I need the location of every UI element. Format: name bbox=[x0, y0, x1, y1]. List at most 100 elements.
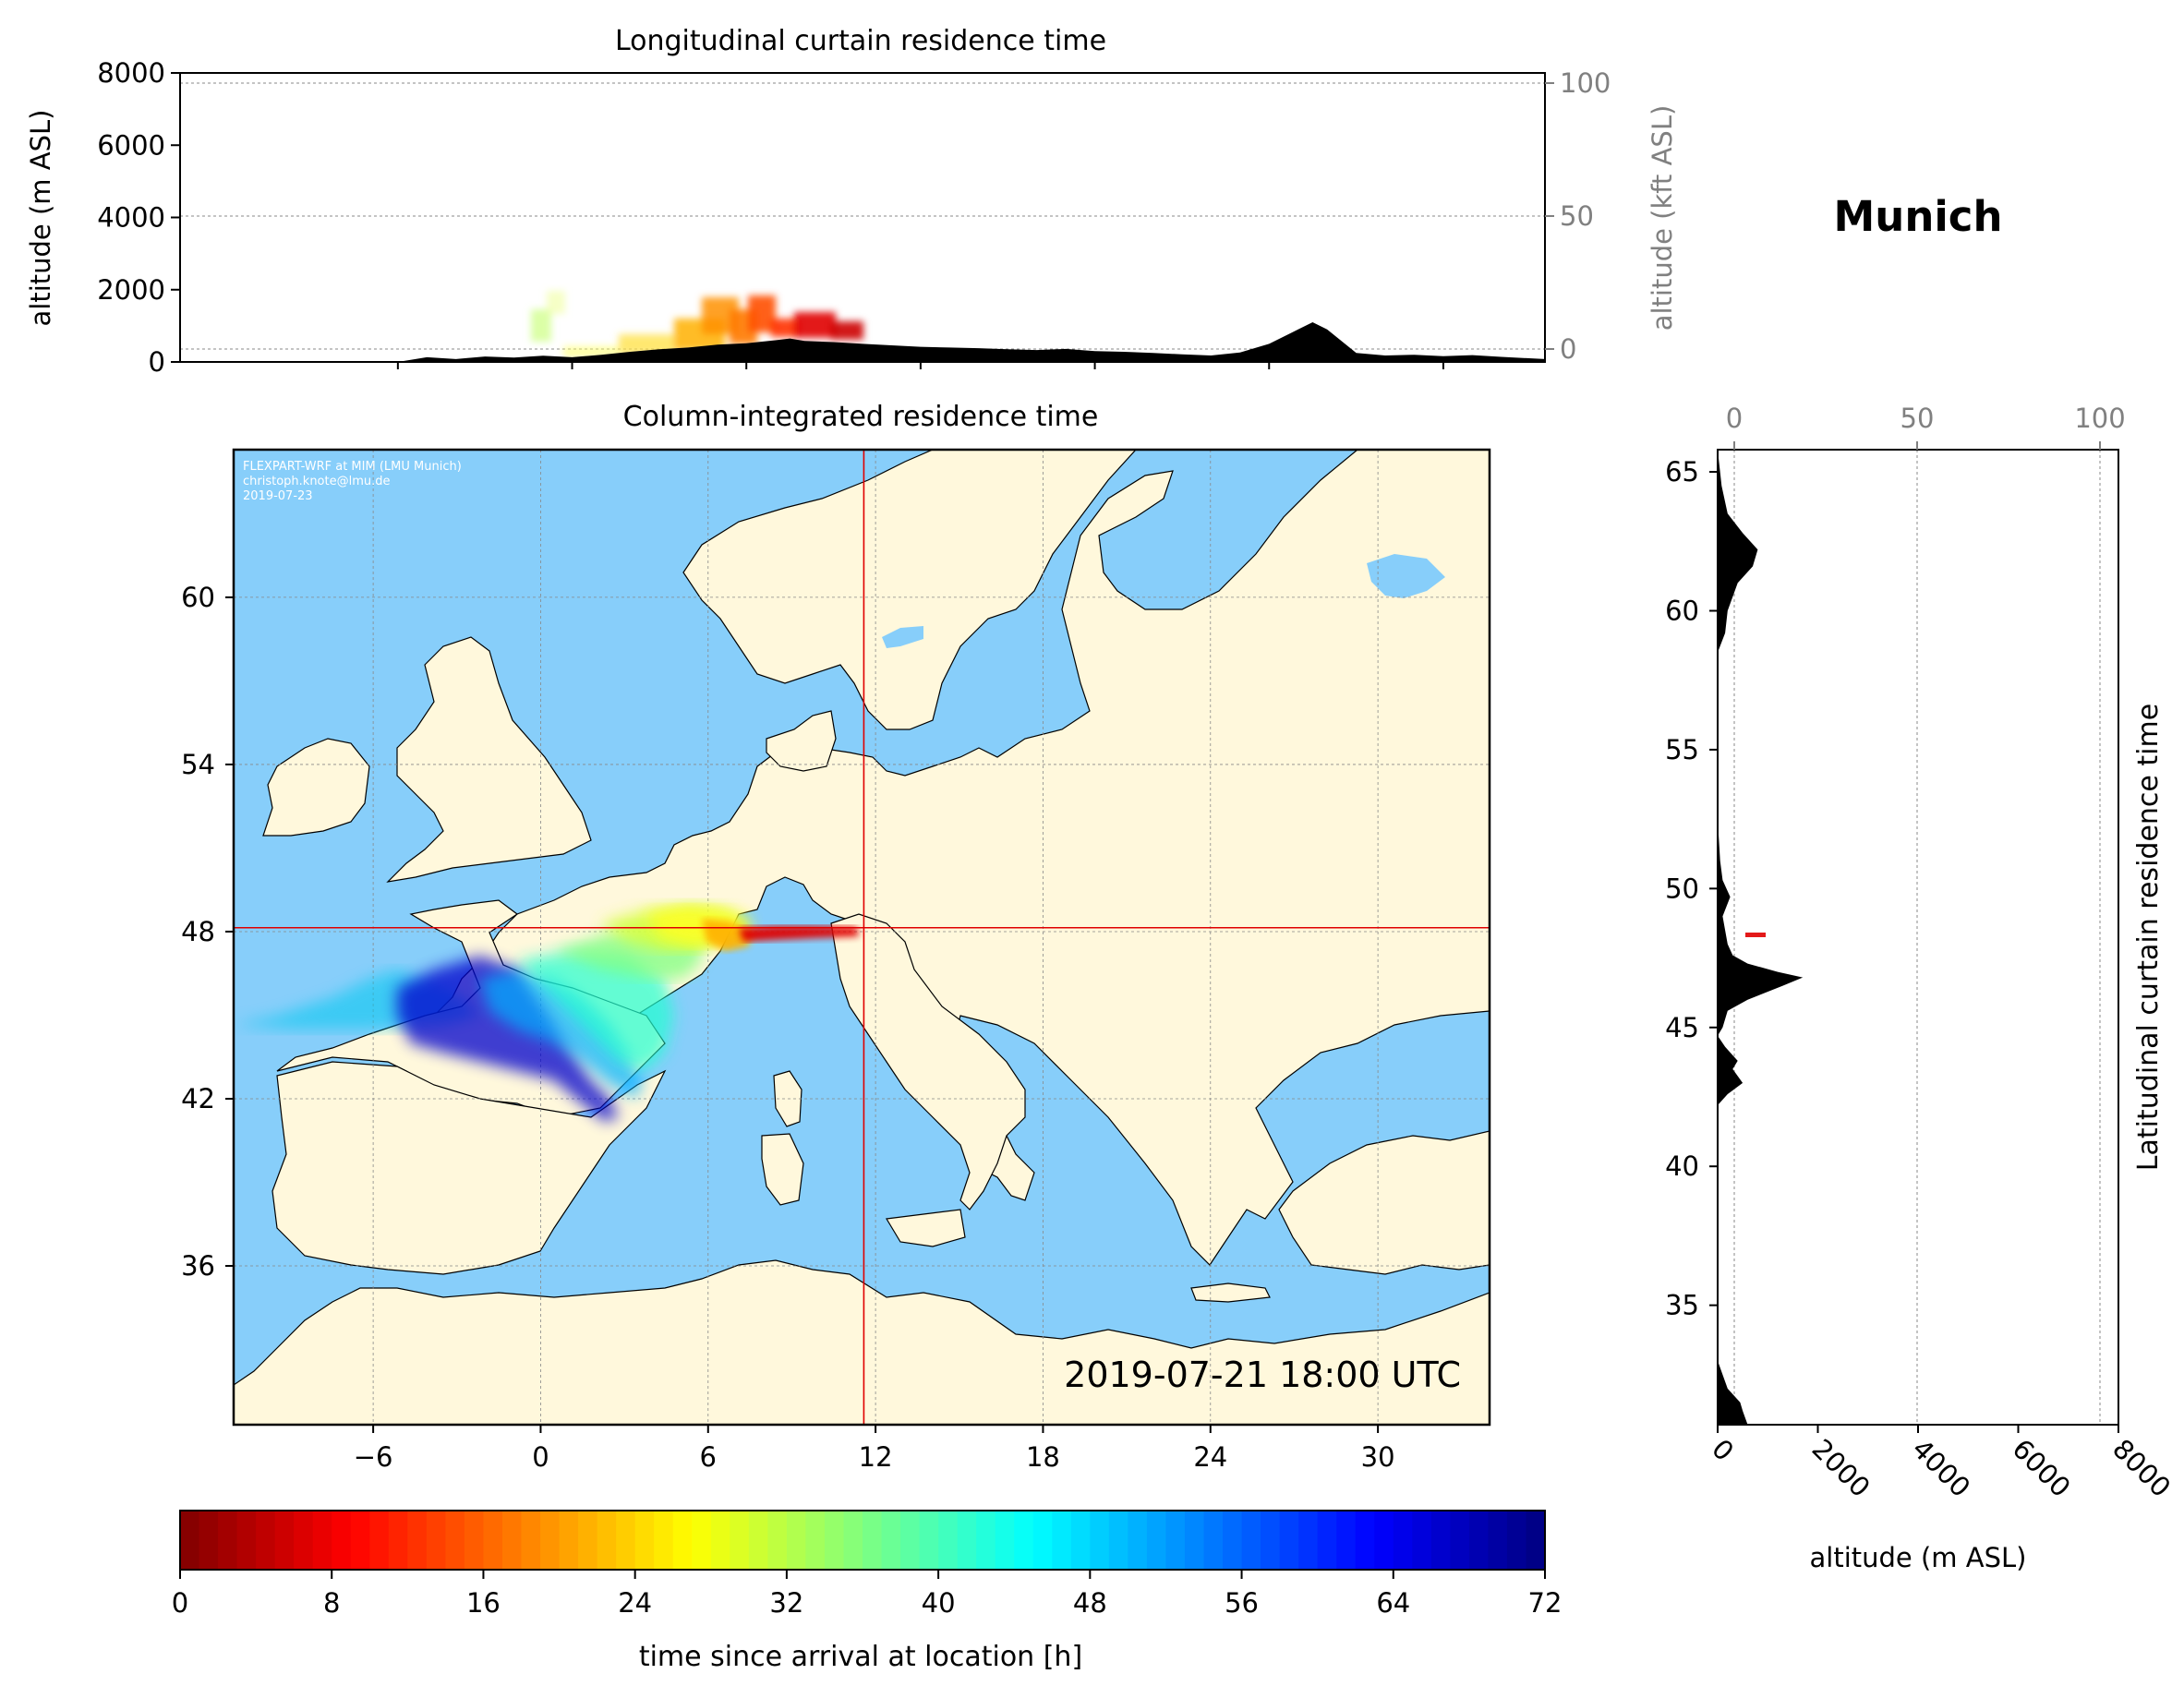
colorbar-segment bbox=[426, 1511, 446, 1570]
colorbar-tick-label: 56 bbox=[1225, 1587, 1259, 1619]
colorbar-segment bbox=[1450, 1511, 1470, 1570]
colorbar-segment bbox=[1468, 1511, 1490, 1570]
top-y2tick-label: 0 bbox=[1560, 333, 1576, 365]
italy bbox=[830, 913, 1026, 1210]
colorbar-segment bbox=[1355, 1511, 1375, 1570]
colorbar-segment bbox=[464, 1511, 485, 1570]
map-xtick-label: 18 bbox=[1026, 1441, 1060, 1473]
colorbar-segment bbox=[976, 1511, 996, 1570]
right-xlabel: altitude (m ASL) bbox=[1810, 1542, 2027, 1573]
colorbar-segment bbox=[236, 1511, 257, 1570]
longitudinal-title: Longitudinal curtain residence time bbox=[615, 25, 1106, 57]
colorbar-segment bbox=[218, 1511, 238, 1570]
colorbar-segment bbox=[1317, 1511, 1337, 1570]
colorbar-label: time since arrival at location [h] bbox=[639, 1641, 1082, 1673]
colorbar-segment bbox=[692, 1511, 712, 1570]
colorbar-segment bbox=[1165, 1511, 1186, 1570]
colorbar-segment bbox=[256, 1511, 276, 1570]
colorbar-segment bbox=[597, 1511, 617, 1570]
right-x2tick-label: 50 bbox=[1900, 403, 1935, 434]
colorbar-segment bbox=[1203, 1511, 1224, 1570]
right-x2tick-label: 0 bbox=[1726, 403, 1743, 434]
colorbar-segment bbox=[369, 1511, 390, 1570]
colorbar-segment bbox=[1032, 1511, 1053, 1570]
colorbar-segment bbox=[521, 1511, 541, 1570]
colorbar-segment bbox=[805, 1511, 826, 1570]
colorbar-segment bbox=[900, 1511, 921, 1570]
colorbar-segment bbox=[388, 1511, 408, 1570]
colorbar-segment bbox=[1393, 1511, 1413, 1570]
top-xticks bbox=[396, 362, 1444, 369]
column-integrated-panel: Column-integrated residence time bbox=[181, 401, 1491, 1473]
map-ytick-label: 54 bbox=[181, 749, 215, 780]
colorbar-segment bbox=[501, 1511, 523, 1570]
lake-vanern bbox=[882, 626, 923, 648]
colorbar-segment bbox=[1336, 1511, 1357, 1570]
colorbar: 0 8 16 24 32 40 48 56 64 72 time since arrival at… bbox=[172, 1510, 1562, 1673]
top-ylabel: altitude (m ASL) bbox=[25, 110, 56, 327]
colorbar-segment bbox=[332, 1511, 352, 1570]
lakes bbox=[882, 554, 1445, 648]
map-ytick-label: 36 bbox=[181, 1250, 215, 1282]
sicily bbox=[886, 1209, 966, 1247]
release-crosshair bbox=[234, 450, 1490, 1425]
colorbar-segment bbox=[1108, 1511, 1128, 1570]
right-xtick-label: 2000 bbox=[1806, 1433, 1876, 1503]
map-watermark: FLEXPART-WRF at MIM (LMU Munich) christo… bbox=[243, 460, 462, 503]
colorbar-segment bbox=[957, 1511, 977, 1570]
colorbar-segment bbox=[881, 1511, 901, 1570]
right-x2tick-label: 100 bbox=[2074, 403, 2125, 434]
scandinavia bbox=[682, 450, 1137, 730]
top-y2label: altitude (kft ASL) bbox=[1647, 105, 1678, 331]
colorbar-segment bbox=[540, 1511, 561, 1570]
colorbar-tick-label: 8 bbox=[323, 1587, 340, 1619]
crete bbox=[1190, 1283, 1271, 1303]
right-xticks: 0 2000 4000 6000 8000 bbox=[1706, 1425, 2177, 1503]
colorbar-frame bbox=[179, 1510, 1546, 1571]
colorbar-segment bbox=[919, 1511, 939, 1570]
colorbar-tick-label: 16 bbox=[466, 1587, 501, 1619]
map-xtick-label: −6 bbox=[354, 1441, 393, 1473]
right-xtick-label: 0 bbox=[1706, 1433, 1740, 1467]
map-gridlines bbox=[234, 450, 1490, 1425]
right-xtick-label: 8000 bbox=[2106, 1433, 2177, 1503]
colorbar-segment bbox=[1526, 1511, 1546, 1570]
map-yticks: 36 42 48 54 60 bbox=[181, 582, 234, 1282]
colorbar-ticks: 0 8 16 24 32 40 48 56 64 72 bbox=[172, 1570, 1562, 1619]
colorbar-segment bbox=[1298, 1511, 1319, 1570]
colorbar-segment bbox=[1374, 1511, 1394, 1570]
colorbar-segment bbox=[1090, 1511, 1110, 1570]
colorbar-tick-label: 64 bbox=[1376, 1587, 1410, 1619]
location-title: Munich bbox=[1834, 192, 2003, 241]
top-ytick-label: 0 bbox=[149, 346, 165, 378]
right-ytick-label: 50 bbox=[1665, 873, 1699, 904]
colorbar-segment bbox=[578, 1511, 598, 1570]
colorbar-segment bbox=[1412, 1511, 1432, 1570]
colorbar-segment bbox=[180, 1511, 200, 1570]
spain-portugal bbox=[271, 1061, 667, 1275]
colorbar-segment bbox=[748, 1511, 768, 1570]
map-title: Column-integrated residence time bbox=[623, 401, 1099, 433]
colorbar-segment bbox=[1128, 1511, 1148, 1570]
denmark bbox=[766, 710, 837, 772]
colorbar-segments bbox=[180, 1511, 1546, 1570]
colorbar-segment bbox=[767, 1511, 788, 1570]
right-ytick-label: 55 bbox=[1665, 734, 1699, 765]
right-ytick-label: 60 bbox=[1665, 595, 1699, 626]
right-terrain bbox=[1718, 450, 1804, 1425]
right-xtick-label: 4000 bbox=[1906, 1433, 1976, 1503]
top-yticks: 0 2000 4000 6000 8000 bbox=[97, 57, 180, 378]
top-ytick-label: 8000 bbox=[97, 57, 165, 89]
colorbar-segment bbox=[1014, 1511, 1034, 1570]
watermark-line-3: 2019-07-23 bbox=[243, 489, 313, 503]
colorbar-segment bbox=[1506, 1511, 1527, 1570]
map-xtick-label: 0 bbox=[532, 1441, 549, 1473]
colorbar-segment bbox=[1184, 1511, 1205, 1570]
turkey-middle-east bbox=[1278, 1130, 1490, 1275]
colorbar-segment bbox=[616, 1511, 636, 1570]
colorbar-segment bbox=[1241, 1511, 1261, 1570]
colorbar-segment bbox=[350, 1511, 370, 1570]
colorbar-tick-label: 32 bbox=[769, 1587, 803, 1619]
colorbar-segment bbox=[1261, 1511, 1281, 1570]
